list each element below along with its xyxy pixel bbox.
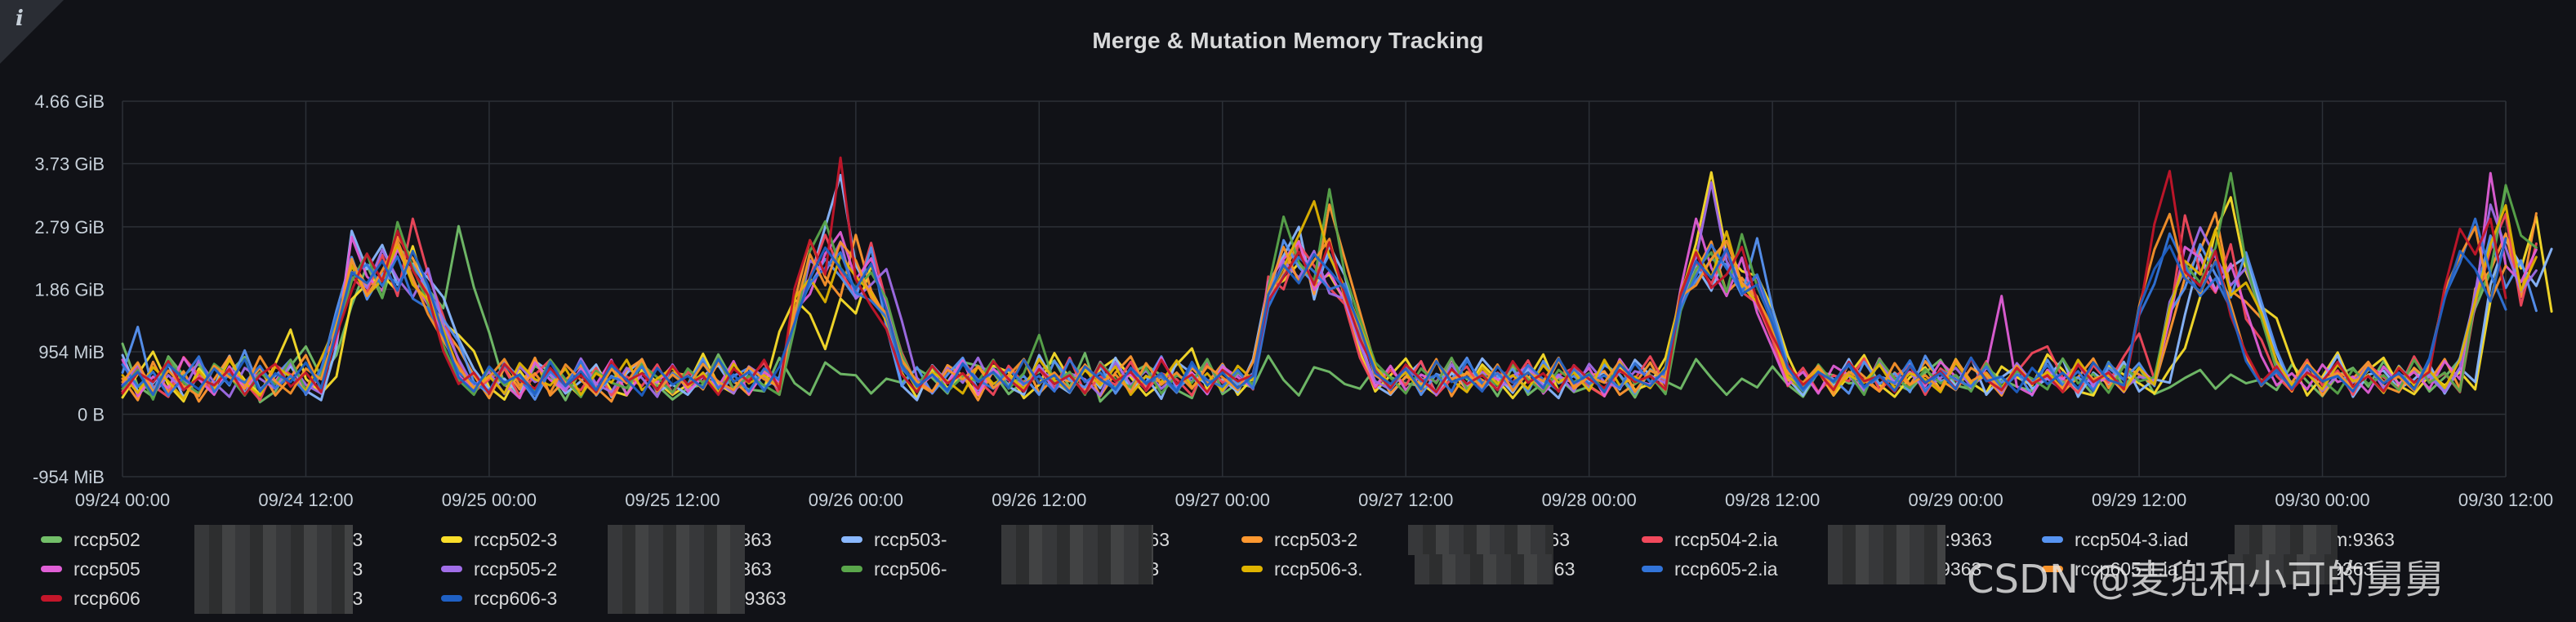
y-tick-label: 1.86 GiB	[34, 279, 105, 300]
legend-swatch	[441, 595, 462, 602]
legend-redaction-mask	[2228, 554, 2338, 584]
x-tick-label: 09/25 12:00	[625, 490, 720, 510]
legend: rccp502om:9363rccp502-3om:9363rccp503-om…	[41, 524, 2467, 618]
legend-prefix: rccp504-3.iad	[2075, 528, 2189, 550]
csdn-watermark: CSDN @麦兜和小可的舅舅	[1967, 557, 2445, 602]
series-layer	[121, 156, 2553, 404]
legend-prefix: rccp503-2	[1274, 528, 1358, 550]
legend-swatch	[1642, 566, 1663, 572]
series-line	[121, 200, 2538, 400]
chart-title: Merge & Mutation Memory Tracking	[1092, 28, 1484, 53]
y-tick-label: 2.79 GiB	[34, 217, 105, 238]
legend-redaction-mask	[608, 584, 745, 614]
legend-swatch	[2042, 566, 2063, 572]
y-tick-label: 4.66 GiB	[34, 91, 105, 112]
legend-swatch	[41, 566, 62, 572]
x-tick-label: 09/24 00:00	[75, 490, 170, 510]
series-line	[121, 181, 2538, 398]
legend-prefix: rccp605-2.ia	[1674, 558, 1778, 580]
x-tick-label: 09/30 12:00	[2458, 490, 2553, 510]
series-line	[121, 237, 2507, 397]
legend-swatch	[441, 536, 462, 543]
legend-prefix: rccp606	[74, 587, 140, 609]
legend-swatch	[41, 595, 62, 602]
series-line	[121, 156, 2507, 397]
x-tick-label: 09/26 00:00	[809, 490, 903, 510]
legend-prefix: rccp606-3	[474, 587, 558, 609]
y-tick-label: 0 B	[78, 404, 105, 424]
legend-redaction-mask	[1408, 525, 1553, 555]
legend-item[interactable]: rccp504-3.iad om:9363	[2042, 527, 2395, 552]
legend-swatch	[1241, 566, 1263, 572]
legend-redaction-mask	[194, 554, 353, 584]
legend-swatch	[841, 566, 862, 572]
legend-redaction-mask	[608, 525, 745, 555]
legend-swatch	[1241, 536, 1263, 543]
y-tick-label: 954 MiB	[38, 342, 105, 362]
legend-redaction-mask	[1828, 525, 1945, 555]
legend-redaction-mask	[2235, 525, 2338, 555]
x-tick-label: 09/27 12:00	[1358, 490, 1453, 510]
legend-prefix: rccp504-2.ia	[1674, 528, 1778, 550]
x-tick-label: 09/28 12:00	[1725, 490, 1820, 510]
legend-prefix: rccp506-	[874, 558, 947, 580]
x-tick-label: 09/25 00:00	[442, 490, 537, 510]
info-icon[interactable]: i	[16, 7, 24, 31]
legend-swatch	[841, 536, 862, 543]
series-line	[121, 203, 2538, 403]
y-tick-label: 3.73 GiB	[34, 154, 105, 175]
legend-redaction-mask	[1828, 554, 1945, 584]
legend-item[interactable]: rccp506-3.m:9363	[1241, 557, 1575, 581]
legend-swatch	[441, 566, 462, 572]
x-tick-label: 09/29 00:00	[1908, 490, 2003, 510]
legend-swatch	[2042, 536, 2063, 543]
legend-redaction-mask	[1415, 554, 1553, 584]
legend-redaction-mask	[194, 584, 353, 614]
x-tick-label: 09/24 12:00	[258, 490, 353, 510]
x-tick-label: 09/28 00:00	[1542, 490, 1637, 510]
legend-prefix: rccp506-3.	[1274, 558, 1363, 580]
x-tick-label: 09/26 12:00	[992, 490, 1086, 510]
legend-prefix: rccp505	[74, 558, 140, 580]
legend-prefix: rccp605-1.ia	[2075, 558, 2178, 580]
legend-redaction-mask	[194, 525, 353, 555]
legend-swatch	[41, 536, 62, 543]
legend-redaction-mask	[1001, 525, 1153, 555]
legend-redaction-mask	[1001, 554, 1153, 584]
legend-swatch	[1642, 536, 1663, 543]
axis-layer: -954 MiB 0 B 954 MiB 1.86 GiB 2.79 GiB 3.73 G…	[33, 91, 2553, 510]
legend-prefix: rccp503-	[874, 528, 947, 550]
x-tick-label: 09/27 00:00	[1175, 490, 1270, 510]
legend-prefix: rccp505-2	[474, 558, 558, 580]
legend-prefix: rccp502	[74, 528, 140, 550]
y-tick-label: -954 MiB	[33, 467, 105, 487]
x-tick-label: 09/30 00:00	[2275, 490, 2369, 510]
x-tick-label: 09/29 12:00	[2092, 490, 2186, 510]
legend-prefix: rccp502-3	[474, 528, 558, 550]
legend-redaction-mask	[608, 554, 745, 584]
